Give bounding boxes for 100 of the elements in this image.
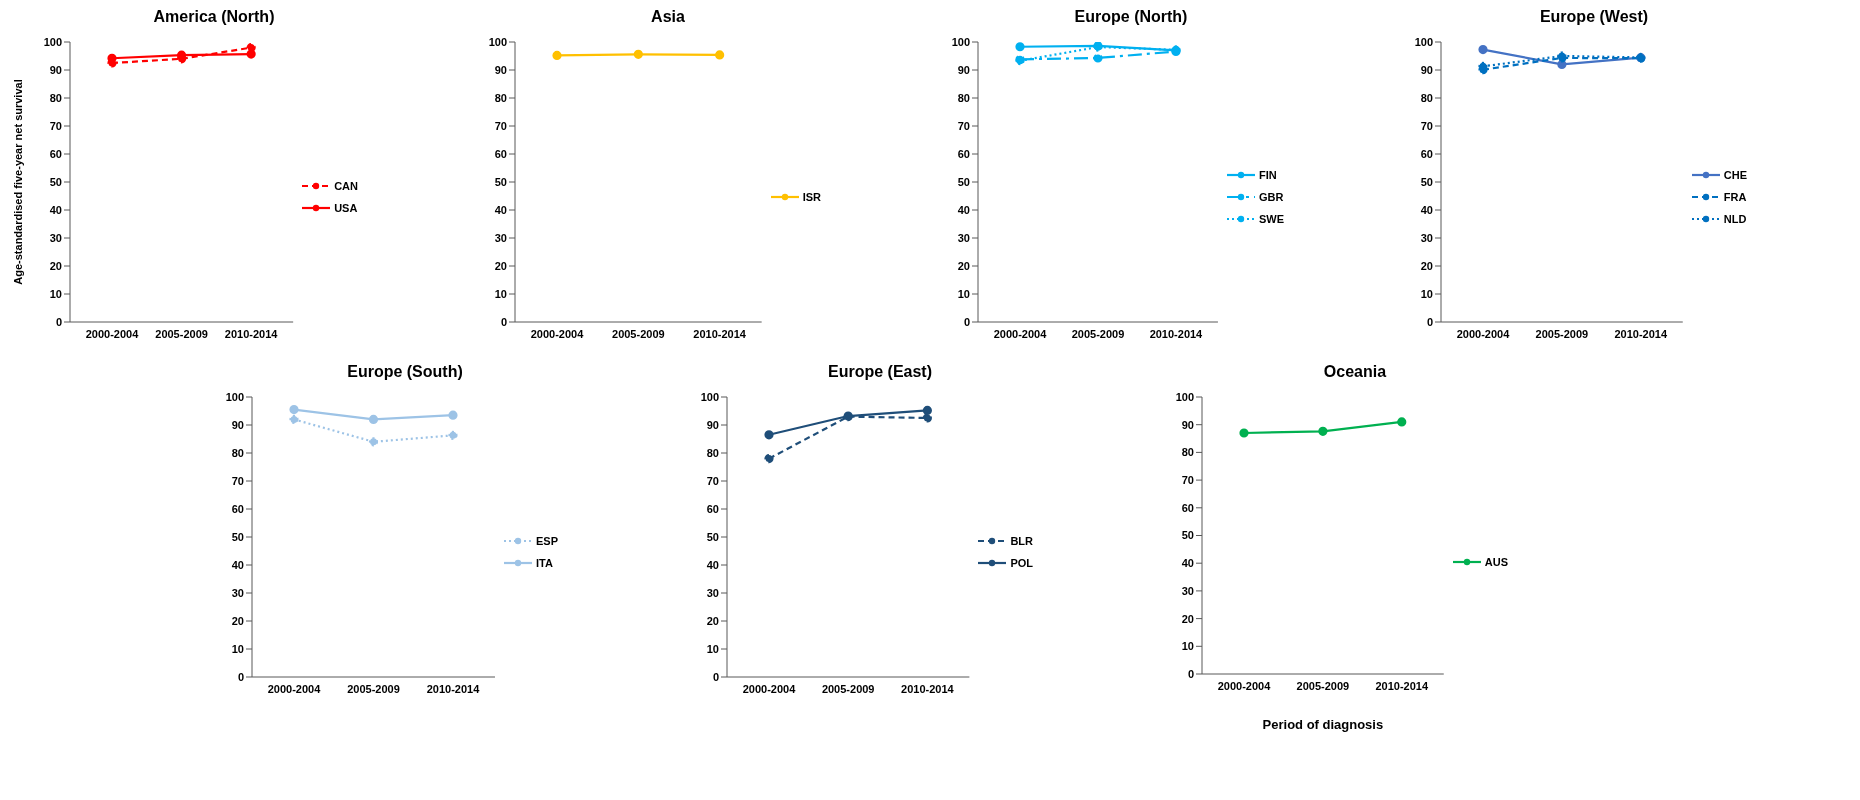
y-tick-label: 60	[957, 147, 970, 160]
y-tick-label: 70	[957, 119, 970, 132]
x-tick-label: 2010-2014	[1614, 327, 1668, 340]
y-tick-label: 20	[706, 614, 719, 627]
y-tick-label: 0	[712, 670, 719, 683]
y-tick-label: 80	[957, 91, 970, 104]
legend-label: GBR	[1258, 190, 1284, 203]
x-tick-label: 2000-2004	[1217, 679, 1272, 692]
y-tick-label: 10	[231, 642, 244, 655]
legend-label: ITA	[535, 556, 553, 569]
y-tick-label: 0	[1426, 315, 1433, 328]
y-tick-label: 30	[494, 231, 507, 244]
y-tick-label: 90	[231, 418, 244, 431]
x-tick-label: 2005-2009	[1071, 327, 1125, 340]
y-tick-label: 50	[231, 530, 244, 543]
x-tick-label: 2010-2014	[426, 682, 481, 695]
y-tick-label: 20	[231, 614, 244, 627]
y-tick-label: 10	[957, 287, 970, 300]
y-tick-label: 100	[225, 390, 244, 403]
legend-label: USA	[334, 201, 358, 214]
chart-title: Europe (North)	[1073, 8, 1189, 27]
chart-title: Asia	[650, 8, 686, 27]
y-tick-label: 70	[494, 119, 507, 132]
chart-title: Europe (South)	[346, 363, 464, 382]
y-tick-label: 10	[1181, 640, 1194, 653]
y-tick-label: 30	[49, 231, 62, 244]
y-tick-label: 70	[1181, 474, 1194, 487]
y-tick-label: 0	[500, 315, 507, 328]
y-tick-label: 70	[1420, 119, 1433, 132]
y-tick-label: 10	[494, 287, 507, 300]
y-tick-label: 90	[1181, 418, 1194, 431]
y-tick-label: 70	[49, 119, 62, 132]
y-tick-label: 20	[1420, 259, 1433, 272]
x-axis-title: Period of diagnosis	[1262, 717, 1384, 732]
y-tick-label: 60	[706, 502, 719, 515]
y-tick-label: 80	[231, 446, 244, 459]
y-tick-label: 50	[494, 175, 507, 188]
x-tick-label: 2005-2009	[347, 682, 400, 695]
y-tick-label: 100	[951, 35, 970, 48]
y-tick-label: 40	[957, 203, 970, 216]
y-tick-label: 80	[1181, 446, 1194, 459]
chart-title: America (North)	[152, 8, 276, 27]
y-tick-label: 50	[957, 175, 970, 188]
y-tick-label: 60	[1420, 147, 1433, 160]
y-tick-label: 70	[706, 474, 719, 487]
y-tick-label: 70	[231, 474, 244, 487]
x-tick-label: 2005-2009	[1296, 679, 1350, 692]
y-tick-label: 80	[1420, 91, 1433, 104]
legend-label: POL	[1010, 556, 1033, 569]
y-tick-label: 100	[700, 390, 719, 403]
legend-label: NLD	[1723, 212, 1747, 225]
y-axis-title: Age-standardised five-year net survival	[11, 79, 24, 285]
y-tick-label: 100	[1175, 390, 1194, 403]
x-tick-label: 2000-2004	[85, 327, 140, 340]
legend-label: CAN	[334, 179, 358, 192]
y-tick-label: 40	[494, 203, 507, 216]
y-tick-label: 40	[706, 558, 719, 571]
y-tick-label: 80	[49, 91, 62, 104]
x-tick-label: 2010-2014	[901, 682, 955, 695]
y-tick-label: 60	[231, 502, 244, 515]
x-tick-label: 2010-2014	[1375, 679, 1429, 692]
y-tick-label: 0	[1187, 667, 1194, 680]
x-tick-label: 2000-2004	[267, 682, 322, 695]
legend-label: ESP	[535, 534, 558, 547]
y-tick-label: 30	[231, 586, 244, 599]
y-tick-label: 20	[957, 259, 970, 272]
y-tick-label: 30	[957, 231, 970, 244]
legend-label: BLR	[1010, 534, 1033, 547]
x-tick-label: 2005-2009	[821, 682, 875, 695]
y-tick-label: 20	[494, 259, 507, 272]
y-tick-label: 100	[1414, 35, 1433, 48]
y-tick-label: 40	[49, 203, 62, 216]
y-tick-label: 60	[1181, 501, 1194, 514]
x-tick-label: 2010-2014	[1149, 327, 1204, 340]
y-tick-label: 60	[494, 147, 507, 160]
y-tick-label: 80	[706, 446, 719, 459]
y-tick-label: 50	[706, 530, 719, 543]
y-tick-label: 60	[49, 147, 62, 160]
y-tick-label: 30	[1420, 231, 1433, 244]
y-tick-label: 20	[1181, 612, 1194, 625]
y-tick-label: 30	[1181, 584, 1194, 597]
y-tick-label: 30	[706, 586, 719, 599]
x-tick-label: 2000-2004	[742, 682, 797, 695]
x-tick-label: 2000-2004	[1456, 327, 1511, 340]
x-tick-label: 2010-2014	[693, 327, 747, 340]
y-tick-label: 0	[237, 670, 244, 683]
y-tick-label: 90	[706, 418, 719, 431]
legend-label: FIN	[1258, 168, 1277, 181]
legend-label: AUS	[1484, 555, 1508, 568]
x-tick-label: 2005-2009	[1535, 327, 1589, 340]
x-tick-label: 2000-2004	[993, 327, 1048, 340]
y-tick-label: 10	[706, 642, 719, 655]
x-tick-label: 2000-2004	[530, 327, 585, 340]
x-tick-label: 2005-2009	[612, 327, 665, 340]
y-tick-label: 50	[49, 175, 62, 188]
y-tick-label: 20	[49, 259, 62, 272]
y-tick-label: 40	[1420, 203, 1433, 216]
y-tick-label: 100	[43, 35, 62, 48]
y-tick-label: 10	[1420, 287, 1433, 300]
y-tick-label: 40	[1181, 557, 1194, 570]
